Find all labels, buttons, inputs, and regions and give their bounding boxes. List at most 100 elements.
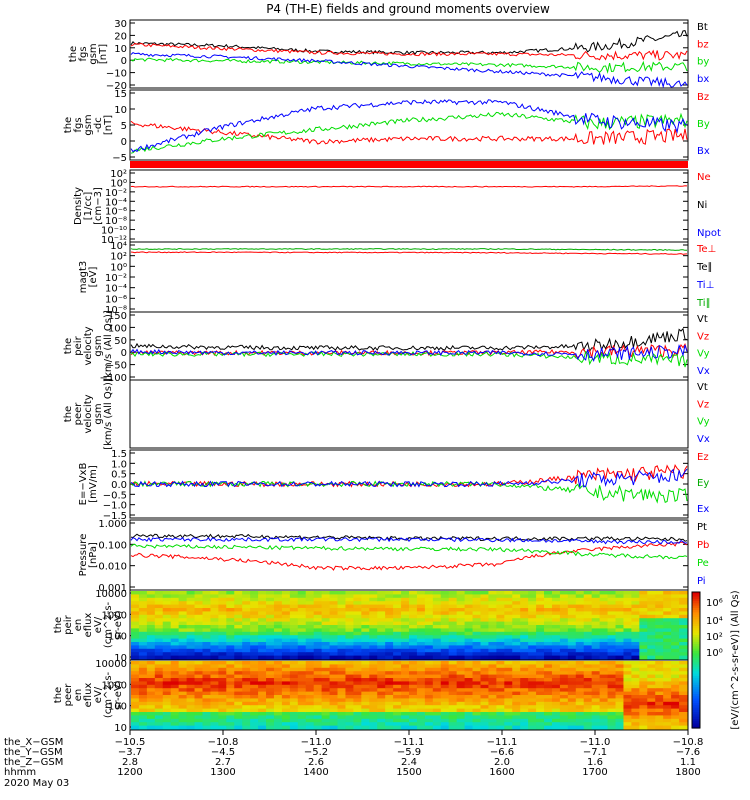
spectro-cell xyxy=(321,645,331,650)
spectro-cell xyxy=(607,695,617,699)
spectro-cell xyxy=(631,684,640,689)
spectro-cell xyxy=(329,628,339,633)
spectro-cell xyxy=(544,631,553,636)
spectro-cell xyxy=(345,678,354,682)
spectro-cell xyxy=(416,722,426,727)
spectro-cell xyxy=(210,635,219,640)
spectro-cell xyxy=(504,715,513,720)
spectro-cell xyxy=(353,688,362,693)
spectro-cell xyxy=(313,601,323,606)
colorbar-segment xyxy=(692,682,700,686)
spectro-cell xyxy=(488,667,497,672)
plot-title: P4 (TH-E) fields and ground moments over… xyxy=(266,2,550,16)
spectro-cell xyxy=(170,655,180,660)
y-tick-label: −0.5 xyxy=(103,490,127,501)
spectro-cell xyxy=(583,597,593,602)
spectro-cell xyxy=(464,604,474,609)
spectro-cell xyxy=(297,635,307,640)
spectro-cell xyxy=(369,701,378,706)
spectro-cell xyxy=(416,688,426,693)
spectro-cell xyxy=(559,618,569,623)
spectro-cell xyxy=(210,667,219,672)
spectro-cell xyxy=(321,608,331,612)
spectro-cell xyxy=(599,614,609,619)
spectro-cell xyxy=(329,691,339,696)
spectro-cell xyxy=(456,674,466,679)
spectro-cell xyxy=(266,705,275,710)
spectro-cell xyxy=(448,698,458,703)
spectro-cell xyxy=(512,708,521,713)
spectro-cell xyxy=(258,664,267,669)
spectro-cell xyxy=(440,614,450,619)
spectro-cell xyxy=(345,674,354,679)
spectro-cell xyxy=(440,638,450,643)
spectro-cell xyxy=(559,667,569,672)
y-tick-label: 10 xyxy=(114,653,127,664)
spectro-cell xyxy=(409,601,418,606)
spectro-cell xyxy=(440,611,450,616)
spectro-cell xyxy=(488,635,497,640)
spectro-cell xyxy=(242,611,251,616)
spectro-cell xyxy=(528,708,537,713)
spectro-cell xyxy=(194,708,204,713)
spectro-cell xyxy=(432,621,442,626)
spectro-cell xyxy=(138,625,148,629)
y-tick-label: 10⁻⁴ xyxy=(105,197,127,208)
spectro-cell xyxy=(671,695,680,699)
legend-Pe: Pe xyxy=(697,558,709,569)
spectro-cell xyxy=(226,691,235,696)
spectro-cell xyxy=(186,614,196,619)
spectro-cell xyxy=(162,614,172,619)
spectro-cell xyxy=(321,597,331,602)
colorbar-segment xyxy=(692,614,700,618)
spectro-cell xyxy=(480,715,490,720)
spectro-cell xyxy=(329,631,339,636)
spectro-cell xyxy=(369,688,378,693)
spectro-cell xyxy=(416,628,426,633)
spectro-cell xyxy=(178,625,188,629)
spectro-cell xyxy=(345,722,354,727)
spectro-cell xyxy=(289,628,299,633)
spectro-cell xyxy=(289,648,299,653)
spectro-cell xyxy=(424,688,434,693)
spectro-cell xyxy=(385,628,394,633)
spectro-cell xyxy=(599,667,609,672)
legend-Vy: Vy xyxy=(697,417,710,428)
spectro-cell xyxy=(528,621,537,626)
spectro-cell xyxy=(615,601,625,606)
y-tick-label: 10000 xyxy=(95,589,127,600)
spectro-cell xyxy=(488,718,497,723)
spectro-cell xyxy=(432,661,442,665)
spectro-cell xyxy=(131,715,140,720)
spectro-cell xyxy=(480,652,490,657)
spectro-cell xyxy=(178,635,188,640)
spectro-cell xyxy=(409,695,418,699)
spectro-cell xyxy=(655,688,664,693)
spectro-cell xyxy=(591,628,601,633)
spectro-cell xyxy=(273,655,283,660)
spectro-cell xyxy=(679,625,688,629)
spectro-cell xyxy=(178,691,188,696)
spectro-cell xyxy=(162,648,172,653)
spectro-cell xyxy=(623,621,632,626)
spectro-cell xyxy=(607,684,617,689)
spectro-cell xyxy=(424,655,434,660)
spectro-cell xyxy=(559,648,569,653)
spectro-cell xyxy=(480,678,490,682)
spectro-cell xyxy=(448,722,458,727)
spectro-cell xyxy=(607,664,617,669)
spectro-cell xyxy=(218,601,227,606)
spectro-cell xyxy=(663,691,672,696)
spectro-cell xyxy=(599,655,609,660)
spectro-cell xyxy=(464,608,474,612)
spectro-cell xyxy=(329,684,339,689)
spectro-cell xyxy=(639,648,648,653)
spectro-cell xyxy=(416,597,426,602)
spectro-cell xyxy=(591,667,601,672)
spectro-cell xyxy=(496,674,505,679)
spectro-cell xyxy=(424,664,434,669)
spectro-cell xyxy=(456,614,466,619)
spectro-cell xyxy=(679,614,688,619)
spectro-cell xyxy=(226,625,235,629)
colorbar-segment xyxy=(692,598,700,602)
